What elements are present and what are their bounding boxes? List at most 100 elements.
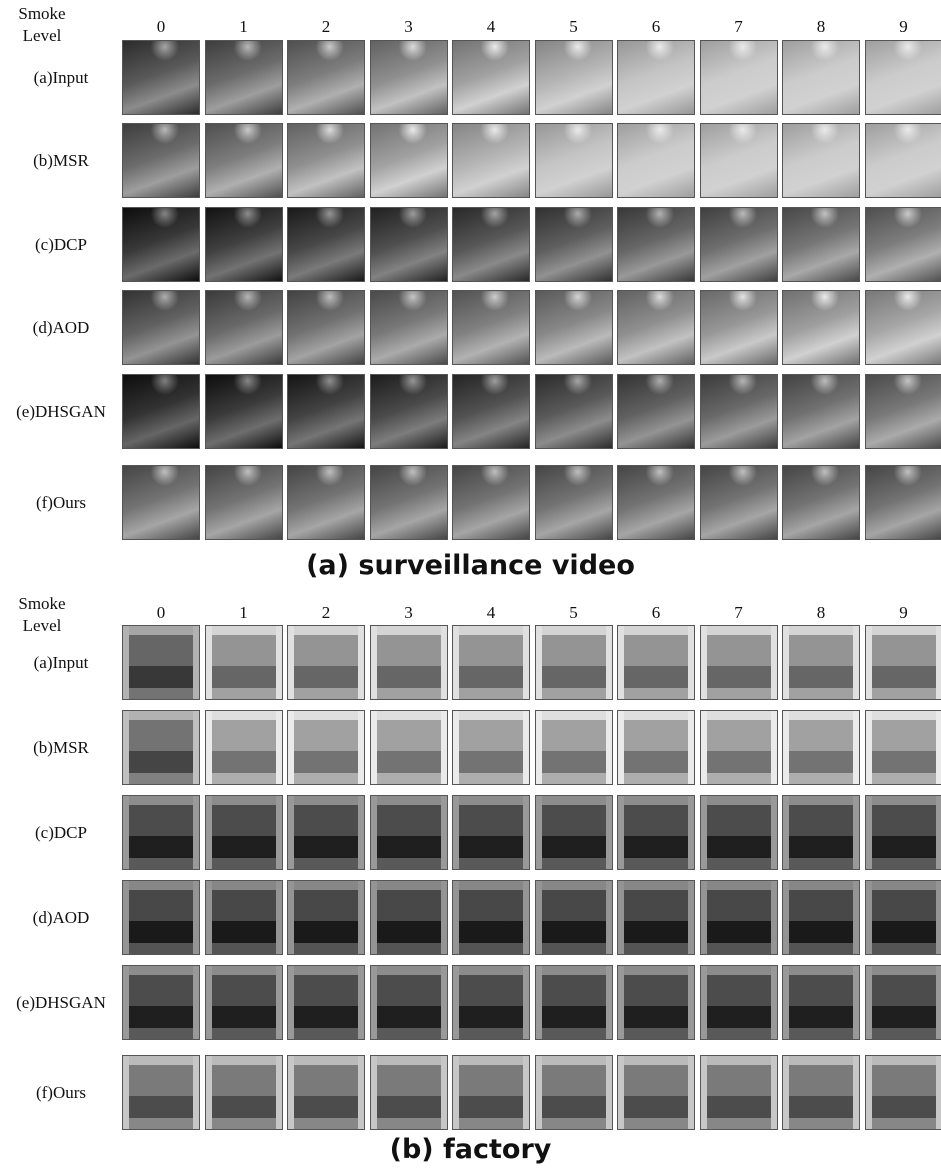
column-label: 5 bbox=[535, 17, 613, 37]
image-tile bbox=[865, 40, 941, 115]
image-tile bbox=[700, 1055, 778, 1130]
row-label: (f)Ours bbox=[0, 493, 122, 513]
image-tile bbox=[782, 1055, 860, 1130]
image-tile bbox=[370, 465, 448, 540]
image-tile bbox=[205, 965, 283, 1040]
image-tile bbox=[782, 795, 860, 870]
figure: SmokeLevel0123456789(a)Input(b)MSR(c)DCP… bbox=[0, 0, 941, 1171]
image-tile bbox=[452, 207, 530, 282]
image-tile bbox=[205, 465, 283, 540]
image-tile bbox=[782, 965, 860, 1040]
image-tile bbox=[535, 465, 613, 540]
panel-caption: (a) surveillance video bbox=[0, 550, 941, 581]
image-tile bbox=[370, 40, 448, 115]
image-tile bbox=[287, 207, 365, 282]
image-tile bbox=[370, 123, 448, 198]
image-tile bbox=[782, 625, 860, 700]
image-tile bbox=[782, 40, 860, 115]
row-label: (e)DHSGAN bbox=[0, 402, 122, 422]
image-tile bbox=[700, 625, 778, 700]
image-tile bbox=[452, 290, 530, 365]
image-tile bbox=[122, 965, 200, 1040]
image-tile bbox=[865, 290, 941, 365]
column-label: 0 bbox=[122, 17, 200, 37]
image-tile bbox=[122, 1055, 200, 1130]
column-label: 7 bbox=[700, 603, 778, 623]
image-tile bbox=[122, 123, 200, 198]
image-tile bbox=[535, 625, 613, 700]
image-tile bbox=[865, 374, 941, 449]
image-tile bbox=[287, 625, 365, 700]
image-tile bbox=[535, 710, 613, 785]
column-label: 4 bbox=[452, 17, 530, 37]
column-label: 9 bbox=[865, 17, 941, 37]
image-tile bbox=[865, 465, 941, 540]
image-tile bbox=[617, 40, 695, 115]
image-tile bbox=[452, 625, 530, 700]
image-tile bbox=[782, 207, 860, 282]
image-tile bbox=[865, 965, 941, 1040]
column-label: 0 bbox=[122, 603, 200, 623]
row-label: (e)DHSGAN bbox=[0, 993, 122, 1013]
image-tile bbox=[617, 880, 695, 955]
column-label: 6 bbox=[617, 17, 695, 37]
image-tile bbox=[535, 207, 613, 282]
image-tile bbox=[782, 374, 860, 449]
corner-label: Level bbox=[14, 26, 70, 46]
row-label: (a)Input bbox=[0, 653, 122, 673]
column-label: 3 bbox=[370, 603, 448, 623]
image-tile bbox=[782, 880, 860, 955]
image-tile bbox=[782, 710, 860, 785]
row-label: (b)MSR bbox=[0, 738, 122, 758]
image-tile bbox=[122, 625, 200, 700]
image-tile bbox=[617, 710, 695, 785]
image-tile bbox=[205, 710, 283, 785]
image-tile bbox=[205, 625, 283, 700]
column-label: 4 bbox=[452, 603, 530, 623]
image-tile bbox=[617, 374, 695, 449]
column-label: 3 bbox=[370, 17, 448, 37]
image-tile bbox=[700, 880, 778, 955]
row-label: (d)AOD bbox=[0, 908, 122, 928]
image-tile bbox=[287, 374, 365, 449]
image-tile bbox=[122, 40, 200, 115]
image-tile bbox=[122, 290, 200, 365]
image-tile bbox=[535, 374, 613, 449]
image-tile bbox=[865, 710, 941, 785]
image-tile bbox=[370, 207, 448, 282]
image-tile bbox=[370, 795, 448, 870]
image-tile bbox=[287, 123, 365, 198]
image-tile bbox=[535, 880, 613, 955]
row-label: (c)DCP bbox=[0, 235, 122, 255]
image-tile bbox=[617, 465, 695, 540]
image-tile bbox=[452, 710, 530, 785]
image-tile bbox=[452, 465, 530, 540]
image-tile bbox=[700, 465, 778, 540]
image-tile bbox=[370, 1055, 448, 1130]
image-tile bbox=[700, 207, 778, 282]
image-tile bbox=[782, 465, 860, 540]
image-tile bbox=[452, 795, 530, 870]
image-tile bbox=[122, 880, 200, 955]
image-tile bbox=[287, 40, 365, 115]
image-tile bbox=[287, 880, 365, 955]
image-tile bbox=[535, 123, 613, 198]
corner-label: Smoke bbox=[14, 4, 70, 24]
image-tile bbox=[617, 625, 695, 700]
image-tile bbox=[865, 880, 941, 955]
column-label: 1 bbox=[205, 17, 283, 37]
image-tile bbox=[452, 40, 530, 115]
row-label: (b)MSR bbox=[0, 151, 122, 171]
image-tile bbox=[205, 880, 283, 955]
image-tile bbox=[287, 465, 365, 540]
image-tile bbox=[865, 625, 941, 700]
image-tile bbox=[205, 207, 283, 282]
image-tile bbox=[617, 1055, 695, 1130]
image-tile bbox=[782, 290, 860, 365]
column-label: 2 bbox=[287, 17, 365, 37]
image-tile bbox=[370, 374, 448, 449]
image-tile bbox=[122, 207, 200, 282]
row-label: (d)AOD bbox=[0, 318, 122, 338]
image-tile bbox=[452, 1055, 530, 1130]
image-tile bbox=[205, 374, 283, 449]
